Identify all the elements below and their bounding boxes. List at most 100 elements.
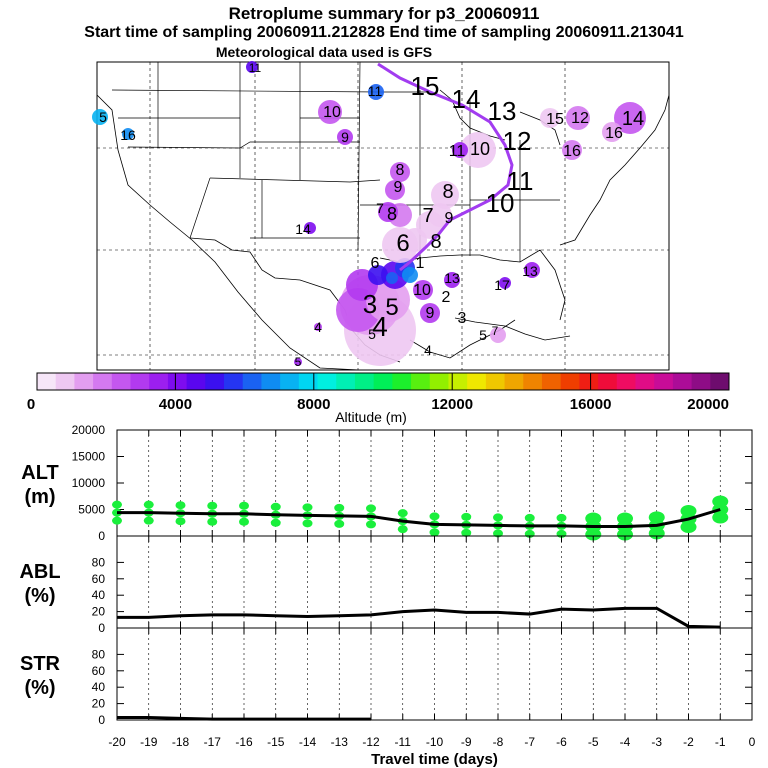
x-tick-label: -19 — [140, 735, 158, 749]
x-tick-label: -9 — [461, 735, 472, 749]
x-tick-label: -14 — [299, 735, 317, 749]
day-label: 12 — [503, 126, 532, 156]
alt-marker — [397, 509, 408, 518]
y-tick-label: 0 — [98, 529, 105, 543]
colorbar-swatch — [93, 373, 113, 390]
plume-circle — [386, 272, 398, 284]
y-tick-label: 80 — [92, 555, 106, 569]
plume-circle — [444, 272, 460, 288]
day-label: 6 — [396, 230, 409, 257]
y-tick-label: 20 — [92, 697, 106, 711]
day-label: 10 — [486, 188, 515, 218]
x-tick-label: -7 — [524, 735, 535, 749]
plume-circle — [413, 280, 433, 300]
plume-circle — [420, 303, 440, 323]
day-label: 5 — [479, 327, 487, 343]
day-label: 11 — [249, 61, 262, 75]
colorbar-swatch — [467, 373, 487, 390]
day-label: 5 — [295, 355, 302, 369]
plume-circle — [337, 129, 353, 145]
alt-marker — [239, 501, 249, 510]
x-tick-label: -11 — [395, 735, 412, 749]
day-label: 10 — [470, 139, 490, 159]
plume-circle — [566, 106, 590, 130]
plume-circle — [368, 265, 388, 285]
sampling-time-line: Start time of sampling 20060911.212828 E… — [84, 24, 684, 41]
day-label: 15 — [411, 71, 440, 101]
day-label: 5 — [368, 326, 376, 342]
colorbar-swatch — [130, 373, 150, 390]
day-label: 6 — [371, 255, 380, 272]
plume-circle — [314, 323, 322, 331]
alt-marker — [556, 513, 567, 522]
alt-marker — [680, 521, 697, 534]
alt-marker — [366, 520, 376, 529]
alt-marker — [493, 529, 503, 538]
day-label: 5 — [385, 294, 398, 321]
alt-marker — [143, 516, 154, 525]
plume-circle — [390, 162, 410, 182]
alt-marker — [429, 512, 440, 521]
alt-marker — [585, 528, 602, 541]
series-line-alt — [117, 508, 721, 528]
x-tick-label: -3 — [651, 735, 662, 749]
plume-circle — [122, 128, 134, 140]
alt-marker — [207, 517, 218, 526]
day-label: 8 — [387, 204, 397, 224]
day-label: 8 — [430, 231, 441, 253]
y-axis-label: ALT — [21, 462, 58, 484]
y-axis-label: (%) — [24, 677, 55, 699]
map-coastlines — [96, 89, 670, 371]
day-label: 11 — [368, 83, 383, 99]
day-label: 13 — [488, 96, 517, 126]
plume-circle — [304, 222, 316, 234]
plume-circle — [490, 327, 506, 343]
trajectory-line — [377, 62, 514, 272]
colorbar-swatch — [541, 373, 562, 390]
y-tick-label: 20000 — [72, 423, 106, 437]
x-tick-label: -15 — [267, 735, 285, 749]
plume-circle — [562, 140, 582, 160]
colorbar-swatch — [598, 373, 618, 390]
day-label: 5 — [99, 109, 107, 125]
day-label: 10 — [413, 282, 431, 299]
alt-marker — [429, 528, 440, 537]
y-tick-label: 40 — [92, 680, 106, 694]
day-label: 3 — [458, 310, 467, 327]
colorbar-tick-label: 0 — [27, 396, 35, 413]
y-tick-label: 10000 — [72, 476, 106, 490]
plume-circle — [368, 84, 384, 100]
alt-marker — [334, 519, 345, 528]
series-line-str — [117, 716, 371, 721]
day-label: 13 — [444, 270, 460, 286]
colorbar-swatch — [635, 373, 655, 390]
plume-circle — [460, 132, 496, 168]
day-label: 4 — [314, 319, 322, 335]
alt-marker — [207, 501, 218, 510]
day-label: 7 — [376, 200, 384, 216]
series-line-abl — [117, 606, 721, 629]
colorbar-swatch — [242, 373, 262, 390]
colorbar-swatch — [448, 373, 468, 390]
day-label: 7 — [422, 205, 433, 227]
colorbar-swatch — [373, 373, 393, 390]
panel-abl: 0 20 40 60 80 ABL(%) — [19, 535, 753, 635]
day-label: 17 — [494, 277, 510, 293]
alt-marker — [366, 504, 376, 513]
plume-circle — [540, 108, 560, 128]
colorbar-tick-label: 12000 — [431, 396, 473, 413]
y-axis-label: STR — [20, 653, 61, 675]
colorbar-swatch — [560, 373, 580, 390]
day-label: 10 — [323, 104, 341, 121]
alt-marker — [493, 513, 503, 522]
alt-marker — [524, 513, 535, 522]
colorbar-swatch — [205, 373, 225, 390]
x-tick-label: -13 — [331, 735, 349, 749]
x-tick-label: -17 — [204, 735, 222, 749]
alt-marker — [397, 525, 408, 534]
x-tick-label: -16 — [235, 735, 253, 749]
plume-circle — [452, 142, 468, 158]
day-label: 16 — [563, 143, 581, 160]
